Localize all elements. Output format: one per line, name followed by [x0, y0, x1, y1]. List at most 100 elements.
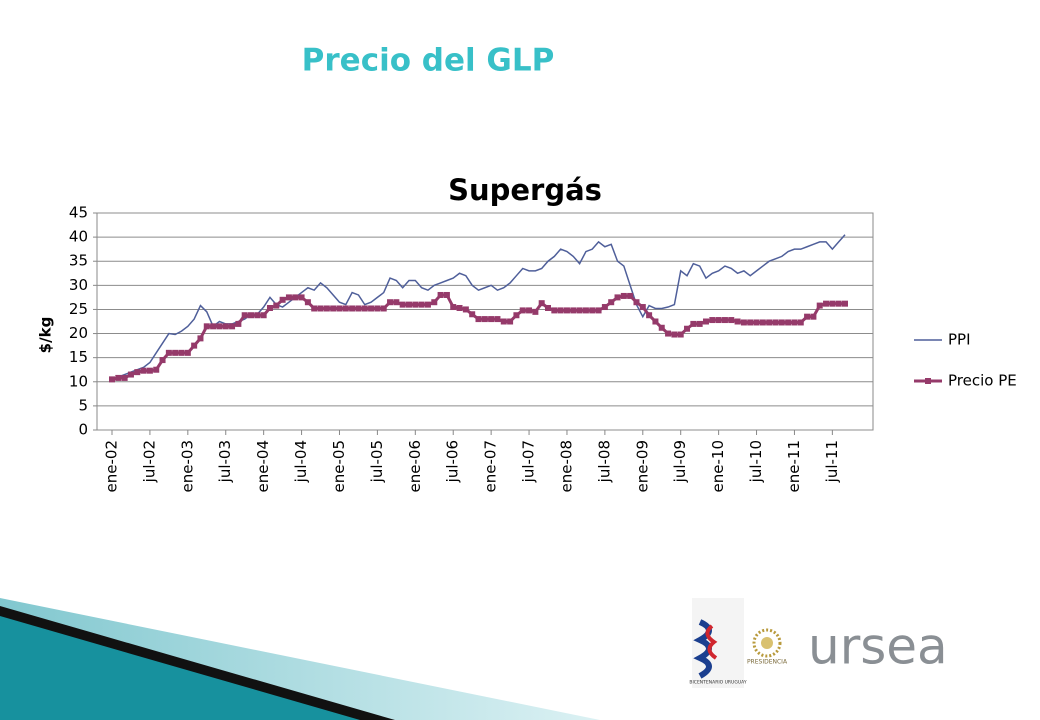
data-point: [349, 305, 356, 312]
y-tick-label: 40: [69, 228, 88, 246]
logo-mark: [705, 624, 718, 660]
data-point: [797, 319, 804, 326]
x-tick-label: ene-11: [785, 440, 803, 492]
data-point: [709, 317, 716, 324]
data-point: [551, 307, 558, 314]
data-point: [608, 299, 615, 306]
data-point: [235, 320, 242, 327]
chart-title: Supergás: [448, 173, 602, 207]
legend-label: Precio PE: [948, 372, 1017, 390]
data-point: [399, 301, 406, 308]
data-point: [292, 294, 299, 301]
data-point: [627, 292, 634, 299]
data-point: [747, 319, 754, 326]
data-point: [437, 291, 444, 298]
series-line: [111, 293, 845, 381]
data-point: [159, 357, 166, 364]
x-tick-label: jul-08: [595, 440, 613, 483]
data-point: [557, 307, 564, 314]
data-point: [804, 313, 811, 320]
x-tick-label: ene-06: [406, 440, 424, 492]
data-point: [665, 330, 672, 337]
data-point: [317, 305, 324, 312]
x-tick-label: ene-08: [557, 440, 575, 492]
data-point: [304, 299, 311, 306]
y-tick-label: 10: [69, 372, 88, 390]
data-point: [368, 305, 375, 312]
data-point: [816, 302, 823, 309]
x-tick-label: jul-04: [292, 440, 310, 483]
data-point: [418, 301, 425, 308]
data-point: [380, 305, 387, 312]
data-point: [842, 300, 848, 307]
data-point: [443, 291, 450, 298]
x-tick-label: jul-11: [823, 440, 841, 483]
data-point: [829, 300, 836, 307]
decoration: [0, 606, 395, 720]
data-point: [146, 367, 153, 374]
data-point: [109, 376, 115, 383]
data-point: [342, 305, 349, 312]
x-tick-label: ene-04: [254, 440, 272, 492]
data-point: [203, 323, 210, 330]
data-point: [759, 319, 766, 326]
x-tick-label: ene-05: [330, 440, 348, 492]
data-point: [121, 374, 128, 381]
data-point: [633, 299, 640, 306]
data-point: [753, 319, 760, 326]
slide-heading: Precio del GLP: [302, 43, 555, 79]
data-point: [387, 299, 394, 306]
data-point: [702, 318, 709, 325]
data-point: [507, 318, 514, 325]
data-point: [772, 319, 779, 326]
data-point: [778, 319, 785, 326]
data-point: [462, 306, 469, 313]
logo-text: PRESIDENCIA: [747, 659, 788, 666]
data-point: [500, 318, 507, 325]
x-tick-label: ene-07: [482, 440, 500, 492]
data-point: [115, 374, 122, 381]
x-tick-label: jul-02: [140, 440, 158, 483]
logos: BICENTENARIO URUGUAY PRESIDENCIA ursea: [689, 598, 948, 688]
y-tick-label: 45: [69, 204, 88, 222]
series-line: [111, 234, 846, 381]
data-point: [140, 367, 147, 374]
data-point: [355, 305, 362, 312]
data-point: [374, 305, 381, 312]
data-point: [570, 307, 577, 314]
data-point: [734, 318, 741, 325]
data-point: [488, 316, 495, 323]
data-point: [671, 331, 678, 338]
logo-text: BICENTENARIO URUGUAY: [689, 680, 746, 686]
data-point: [595, 307, 602, 314]
data-point: [785, 319, 792, 326]
data-point: [494, 316, 501, 323]
data-point: [538, 300, 545, 307]
data-point: [172, 349, 179, 356]
data-point: [241, 312, 248, 319]
x-tick-label: ene-03: [178, 440, 196, 492]
data-point: [216, 323, 223, 330]
data-point: [178, 349, 185, 356]
y-tick-label: 25: [69, 300, 88, 318]
data-point: [690, 320, 697, 327]
data-point: [191, 342, 198, 349]
data-point: [658, 324, 665, 331]
data-point: [684, 325, 691, 332]
data-point: [405, 301, 412, 308]
legend-marker: [925, 378, 931, 384]
data-point: [229, 323, 236, 330]
y-tick-label: 5: [78, 396, 88, 414]
data-point: [424, 301, 431, 308]
data-point: [823, 300, 830, 307]
data-point: [589, 307, 596, 314]
data-point: [740, 319, 747, 326]
y-tick-label: 35: [69, 252, 88, 270]
data-point: [134, 369, 141, 376]
data-point: [279, 296, 286, 303]
legend-label: PPI: [948, 331, 971, 349]
x-tick-label: ene-10: [709, 440, 727, 492]
x-tick-label: jul-06: [444, 440, 462, 483]
data-point: [393, 299, 400, 306]
